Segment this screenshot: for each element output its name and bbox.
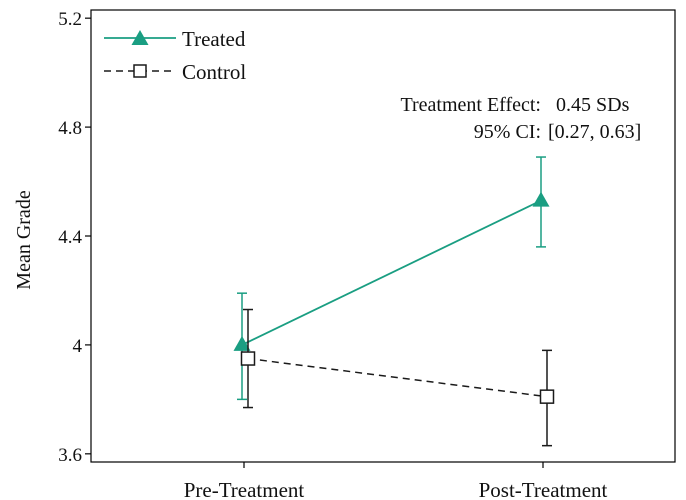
plot-area: 3.6 4 4.4 4.8 5.2 Pre-Treatment Post-Treatment	[58, 9, 676, 500]
legend-treated-label: Treated	[182, 27, 246, 51]
y-tick-label: 4.4	[58, 227, 82, 248]
legend-control-marker	[133, 64, 147, 78]
series-line-treated	[241, 199, 542, 346]
point-treated	[532, 191, 550, 207]
y-tick-label: 4.8	[58, 118, 82, 139]
y-tick-label: 5.2	[58, 9, 82, 30]
series-line-control	[247, 357, 548, 398]
legend: Treated Control	[104, 27, 246, 84]
treatment-effect-value: 0.45 SDs	[556, 94, 630, 116]
legend-item-control: Control	[104, 60, 246, 84]
point-control	[240, 351, 256, 366]
x-tick-label: Pre-Treatment	[184, 478, 305, 500]
point-treated	[233, 335, 251, 351]
legend-treated-marker	[131, 30, 149, 45]
ci-label: 95% CI:	[474, 121, 541, 143]
plot-frame	[90, 9, 676, 463]
treatment-effect-annotation: Treatment Effect: 0.45 SDs 95% CI: [0.27…	[400, 94, 641, 143]
treatment-effect-label: Treatment Effect:	[400, 94, 541, 116]
y-axis-title: Mean Grade	[13, 190, 35, 290]
y-tick-label: 4	[73, 336, 83, 357]
x-tick-label: Post-Treatment	[479, 478, 608, 500]
point-control	[539, 389, 555, 404]
ci-value: [0.27, 0.63]	[548, 121, 641, 143]
legend-control-label: Control	[182, 60, 246, 84]
legend-item-treated: Treated	[104, 27, 246, 51]
y-tick-label: 3.6	[58, 445, 82, 466]
